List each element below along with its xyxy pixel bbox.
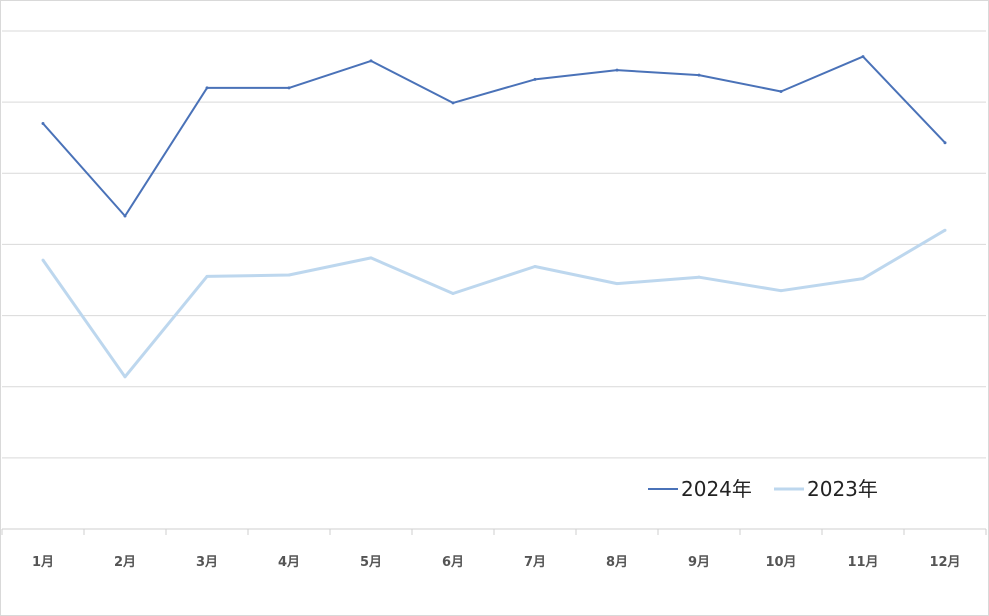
data-point (287, 86, 291, 90)
data-point (451, 292, 455, 296)
x-tick-label: 12月 (929, 555, 960, 570)
data-point (123, 214, 127, 218)
data-point (287, 273, 291, 277)
x-axis: 1月 2月 3月 4月 5月 6月 7月 8月 9月 10月 11月 12月 (1, 528, 987, 570)
x-tick-label: 4月 (278, 555, 300, 570)
gridlines (2, 30, 986, 459)
x-tick-label: 5月 (360, 555, 382, 570)
data-point (123, 375, 127, 379)
data-point (779, 89, 783, 93)
data-point (369, 256, 373, 260)
series-line-1 (41, 228, 946, 379)
x-tick-label: 9月 (688, 555, 710, 570)
series-lines (41, 55, 947, 379)
legend-label: 2024年 (681, 477, 752, 501)
data-point (615, 68, 619, 72)
data-point (615, 282, 619, 286)
data-point (533, 264, 537, 268)
x-tick-label: 7月 (524, 555, 546, 570)
data-point (369, 59, 373, 63)
x-tick-label: 6月 (442, 555, 464, 570)
data-point (205, 274, 209, 278)
x-tick-label: 8月 (606, 555, 628, 570)
data-point (451, 101, 455, 105)
data-point (697, 275, 701, 279)
data-point (779, 289, 783, 293)
data-point (205, 86, 209, 90)
x-tick-label: 10月 (765, 555, 796, 570)
x-tick-label: 2月 (114, 555, 136, 570)
legend-label: 2023年 (807, 477, 878, 501)
series-line-0 (42, 55, 946, 217)
data-point (533, 77, 537, 81)
data-point (697, 73, 701, 77)
data-point (861, 55, 865, 59)
data-point (41, 258, 45, 262)
data-point (943, 228, 947, 232)
data-point (943, 141, 947, 145)
data-point (41, 121, 45, 125)
data-point (861, 277, 865, 281)
x-tick-label: 3月 (196, 555, 218, 570)
legend: 2024年 2023年 (648, 477, 878, 501)
x-tick-label: 11月 (847, 555, 878, 570)
x-tick-label: 1月 (32, 555, 54, 570)
